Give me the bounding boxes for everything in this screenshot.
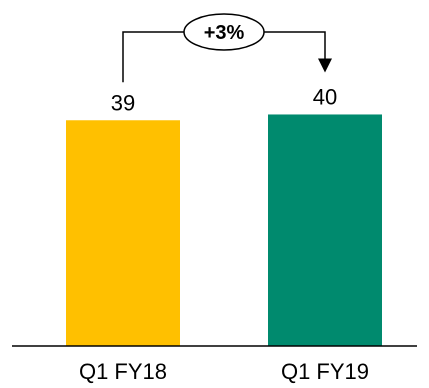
value-label-group: 39 40: [111, 84, 337, 115]
category-label-2: Q1 FY19: [281, 359, 369, 384]
bar-group: [66, 114, 382, 347]
arrow-head-icon: [318, 58, 332, 73]
growth-annotation: +3%: [122, 13, 332, 83]
growth-percent-label: +3%: [204, 22, 245, 44]
bar-1: [66, 120, 180, 347]
category-label-1: Q1 FY18: [79, 359, 167, 384]
growth-oval: [183, 13, 265, 51]
value-label-2: 40: [313, 84, 337, 109]
value-label-1: 39: [111, 90, 135, 115]
tick-label-group: Q1 FY18 Q1 FY19: [79, 359, 369, 384]
bar-2: [268, 114, 382, 347]
